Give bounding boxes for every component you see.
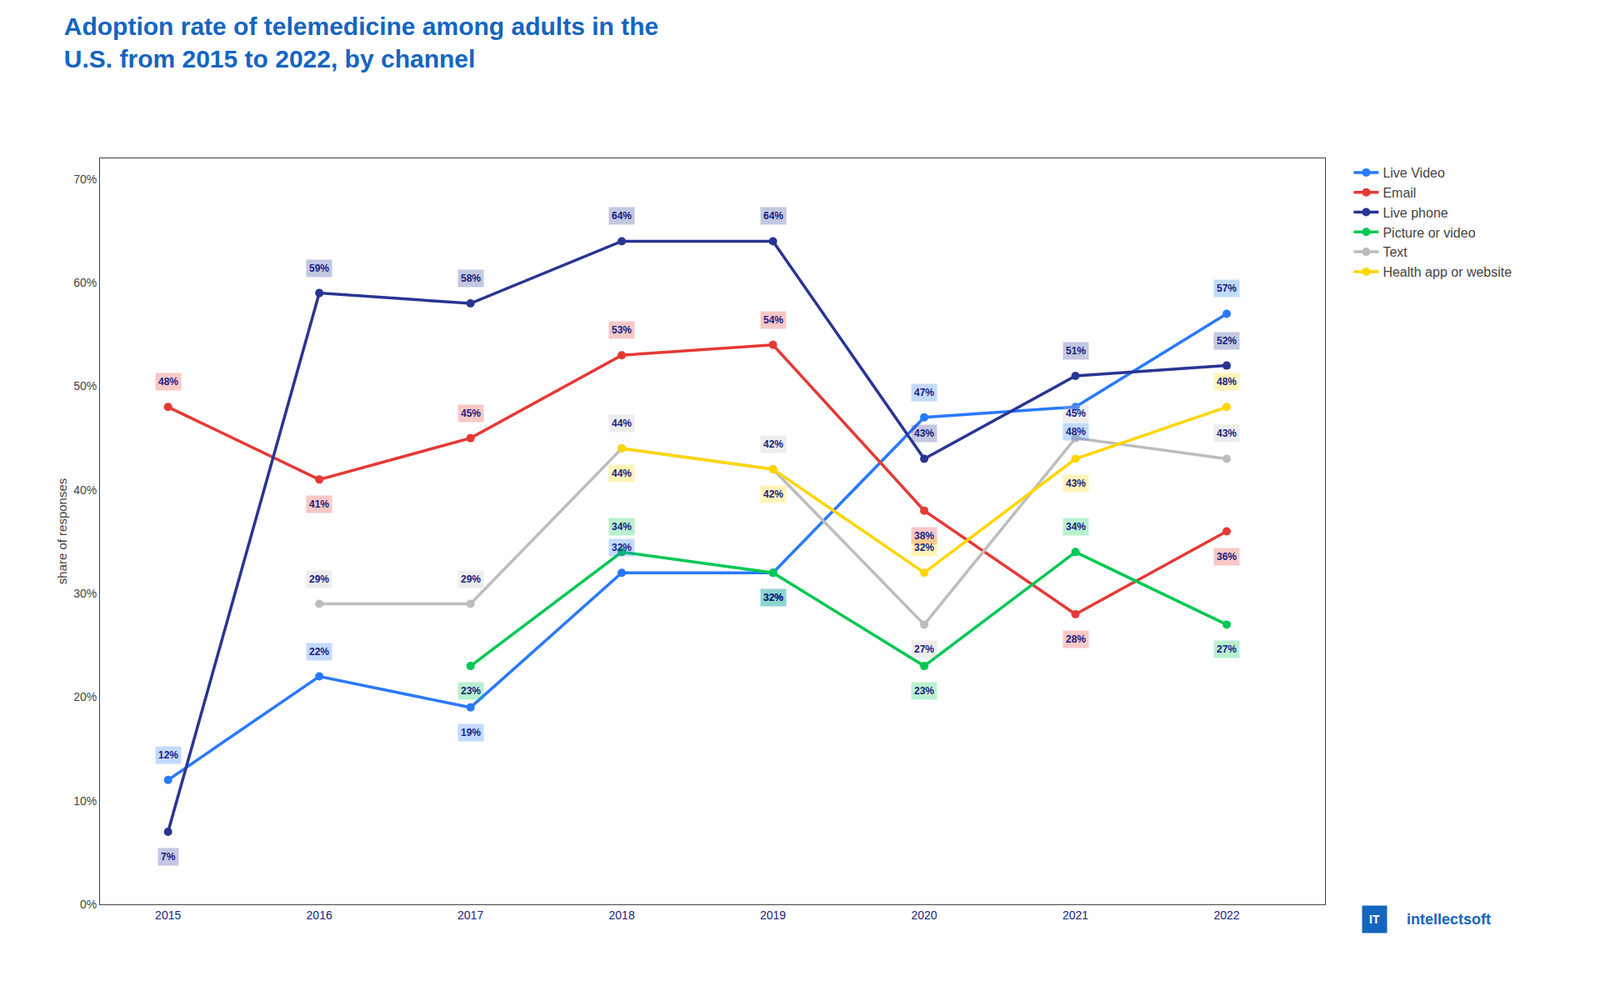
svg-text:44%: 44% [611, 417, 632, 430]
svg-text:2015: 2015 [155, 908, 181, 922]
svg-text:64%: 64% [763, 210, 784, 222]
svg-text:2019: 2019 [760, 908, 786, 922]
svg-text:50%: 50% [73, 379, 97, 393]
svg-text:48%: 48% [1216, 375, 1237, 388]
svg-text:70%: 70% [73, 172, 97, 186]
svg-text:10%: 10% [73, 794, 97, 808]
svg-text:32%: 32% [914, 541, 935, 554]
svg-text:41%: 41% [309, 498, 330, 510]
svg-text:54%: 54% [763, 314, 784, 326]
svg-text:29%: 29% [460, 573, 481, 585]
svg-text:53%: 53% [611, 324, 632, 336]
svg-text:2016: 2016 [306, 908, 333, 922]
svg-text:42%: 42% [763, 438, 784, 450]
svg-text:2018: 2018 [609, 908, 635, 922]
svg-text:19%: 19% [460, 726, 481, 739]
svg-text:27%: 27% [914, 643, 935, 655]
svg-text:43%: 43% [1216, 427, 1237, 440]
svg-text:Live phone: Live phone [1382, 205, 1448, 220]
svg-text:34%: 34% [1065, 520, 1086, 533]
svg-text:7%: 7% [160, 850, 176, 863]
svg-text:23%: 23% [914, 685, 935, 697]
svg-text:29%: 29% [309, 573, 330, 585]
svg-text:2022: 2022 [1213, 908, 1240, 922]
svg-text:38%: 38% [914, 530, 935, 542]
svg-text:Live Video: Live Video [1382, 165, 1445, 180]
svg-text:Text: Text [1382, 245, 1408, 260]
svg-text:Health app or website: Health app or website [1382, 265, 1512, 280]
svg-text:Email: Email [1382, 185, 1416, 200]
svg-text:45%: 45% [460, 407, 481, 420]
svg-text:45%: 45% [1065, 407, 1086, 420]
svg-text:42%: 42% [763, 488, 784, 500]
svg-text:27%: 27% [1216, 643, 1237, 655]
svg-text:58%: 58% [460, 272, 481, 285]
svg-text:47%: 47% [914, 386, 935, 399]
svg-text:40%: 40% [73, 483, 97, 497]
svg-text:28%: 28% [1065, 633, 1086, 645]
svg-text:52%: 52% [1216, 335, 1237, 347]
svg-text:IT: IT [1369, 912, 1380, 926]
svg-text:12%: 12% [158, 749, 179, 761]
svg-text:48%: 48% [158, 375, 179, 388]
svg-text:64%: 64% [611, 210, 632, 222]
svg-text:32%: 32% [763, 591, 784, 604]
svg-text:0%: 0% [80, 897, 97, 911]
svg-text:intellectsoft: intellectsoft [1406, 910, 1491, 928]
svg-text:2020: 2020 [910, 908, 937, 922]
svg-text:34%: 34% [611, 520, 632, 533]
svg-text:57%: 57% [1216, 282, 1237, 295]
svg-text:44%: 44% [611, 467, 632, 480]
svg-text:43%: 43% [1065, 477, 1086, 490]
svg-text:32%: 32% [611, 541, 632, 554]
svg-text:48%: 48% [1065, 425, 1086, 438]
svg-text:2017: 2017 [457, 908, 484, 922]
svg-text:Picture or video: Picture or video [1382, 225, 1475, 240]
svg-text:22%: 22% [309, 645, 330, 658]
svg-text:51%: 51% [1065, 345, 1086, 357]
svg-text:60%: 60% [73, 275, 97, 290]
svg-text:23%: 23% [460, 685, 481, 697]
svg-text:share of responses: share of responses [55, 478, 70, 585]
svg-text:2021: 2021 [1062, 908, 1089, 922]
svg-text:36%: 36% [1216, 550, 1237, 563]
svg-text:Adoption rate of telemedicine: Adoption rate of telemedicine among adul… [64, 12, 659, 73]
svg-text:30%: 30% [73, 586, 97, 600]
svg-text:20%: 20% [73, 690, 97, 704]
svg-text:32%: 32% [763, 591, 784, 604]
svg-text:43%: 43% [914, 427, 935, 440]
svg-text:59%: 59% [309, 262, 330, 275]
